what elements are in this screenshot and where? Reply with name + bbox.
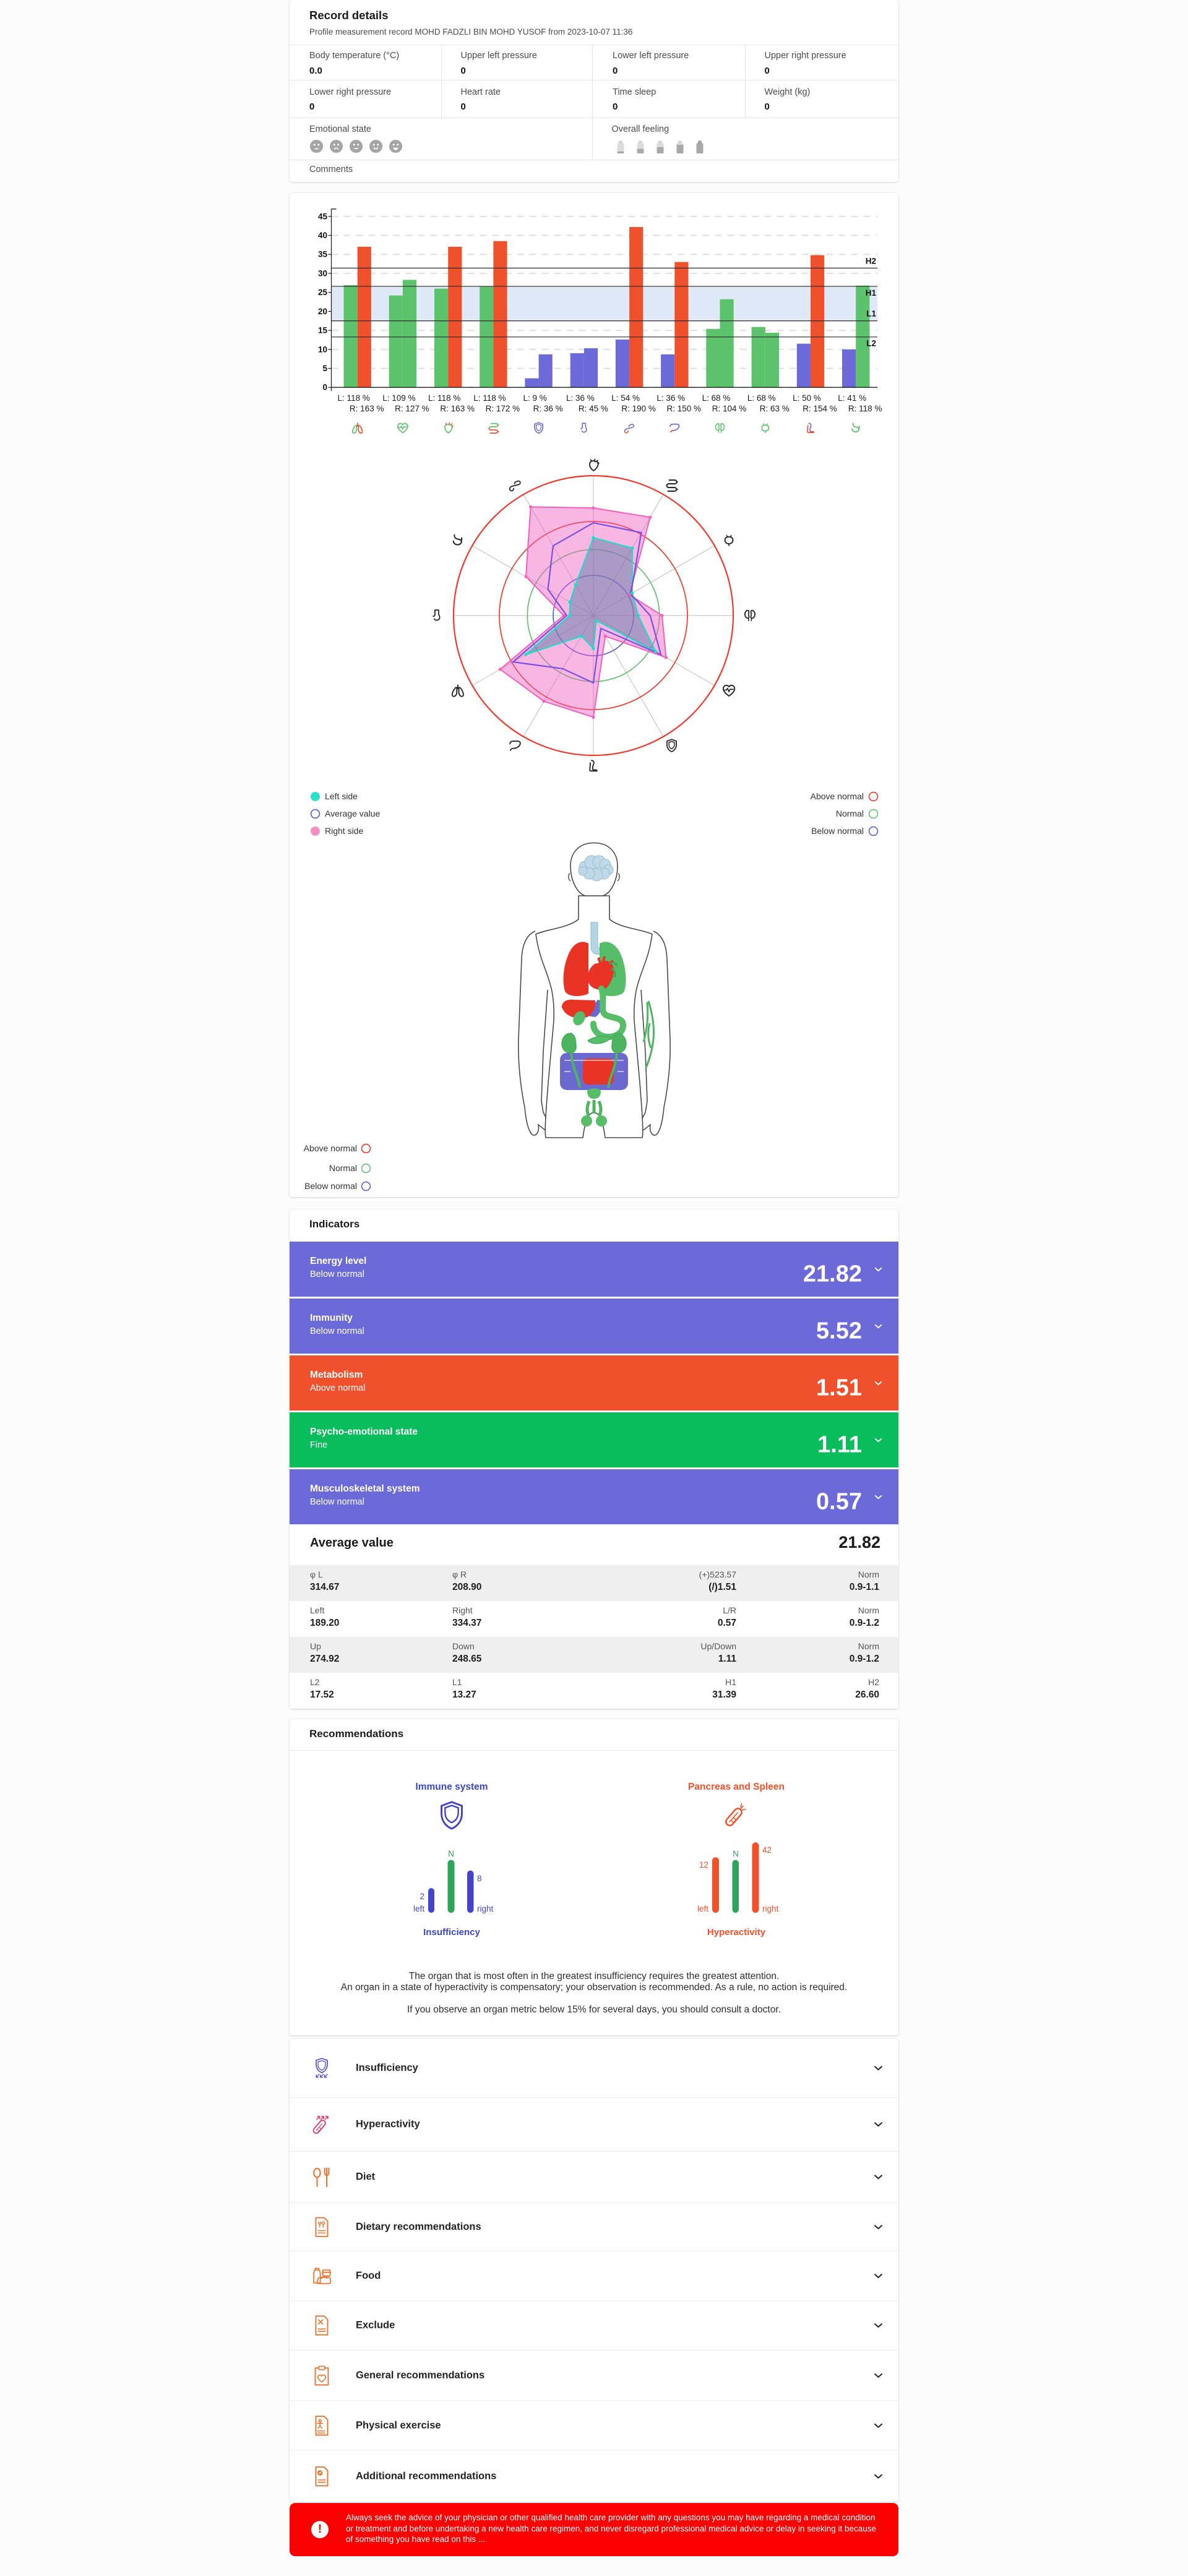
svg-text:8: 8 — [477, 1874, 482, 1883]
svg-text:H1: H1 — [866, 288, 877, 298]
svg-text:35: 35 — [318, 250, 328, 259]
svg-text:0: 0 — [322, 383, 327, 392]
svg-text:R: 127 %: R: 127 % — [395, 404, 429, 413]
svg-text:2: 2 — [420, 1892, 424, 1901]
svg-text:right: right — [762, 1904, 779, 1913]
svg-text:L: 41 %: L: 41 % — [838, 393, 866, 403]
svg-text:R: 163 %: R: 163 % — [440, 404, 475, 413]
svg-text:L: 36 %: L: 36 % — [656, 393, 685, 403]
svg-text:L: 9 %: L: 9 % — [523, 393, 546, 403]
svg-text:L2: L2 — [866, 339, 876, 348]
svg-text:R: 36 %: R: 36 % — [533, 404, 563, 413]
svg-text:R: 63 %: R: 63 % — [760, 404, 790, 413]
svg-text:R: 118 %: R: 118 % — [848, 404, 882, 413]
svg-text:12: 12 — [699, 1860, 708, 1870]
svg-text:L: 118 %: L: 118 % — [338, 393, 370, 403]
svg-text:15: 15 — [318, 326, 328, 335]
svg-text:45: 45 — [318, 212, 328, 221]
svg-text:L: 118 %: L: 118 % — [473, 393, 506, 403]
svg-text:R: 104 %: R: 104 % — [712, 404, 747, 413]
svg-text:L: 109 %: L: 109 % — [382, 393, 415, 403]
svg-text:L: 68 %: L: 68 % — [747, 393, 776, 403]
svg-text:left: left — [697, 1904, 708, 1913]
svg-text:40: 40 — [318, 231, 327, 240]
svg-text:42: 42 — [762, 1845, 772, 1855]
svg-text:25: 25 — [318, 288, 328, 297]
svg-text:10: 10 — [318, 345, 327, 354]
svg-text:R: 172 %: R: 172 % — [486, 404, 520, 413]
svg-text:R: 190 %: R: 190 % — [621, 404, 656, 413]
svg-text:5: 5 — [322, 364, 327, 373]
svg-text:N: N — [448, 1849, 454, 1858]
svg-text:H2: H2 — [866, 256, 876, 265]
svg-text:L: 68 %: L: 68 % — [702, 393, 731, 403]
svg-text:L: 118 %: L: 118 % — [428, 393, 460, 403]
svg-text:R: 45 %: R: 45 % — [579, 404, 608, 413]
svg-text:left: left — [413, 1904, 424, 1913]
svg-text:R: 163 %: R: 163 % — [350, 404, 384, 413]
svg-text:right: right — [477, 1904, 494, 1913]
svg-text:N: N — [733, 1849, 739, 1858]
svg-text:L1: L1 — [866, 309, 876, 319]
svg-text:30: 30 — [318, 268, 327, 278]
svg-text:20: 20 — [318, 307, 327, 316]
svg-text:L: 54 %: L: 54 % — [611, 393, 640, 403]
svg-text:R: 150 %: R: 150 % — [667, 404, 702, 413]
svg-text:L: 50 %: L: 50 % — [793, 393, 821, 403]
svg-text:R: 154 %: R: 154 % — [803, 404, 837, 413]
svg-text:L: 36 %: L: 36 % — [566, 393, 595, 403]
